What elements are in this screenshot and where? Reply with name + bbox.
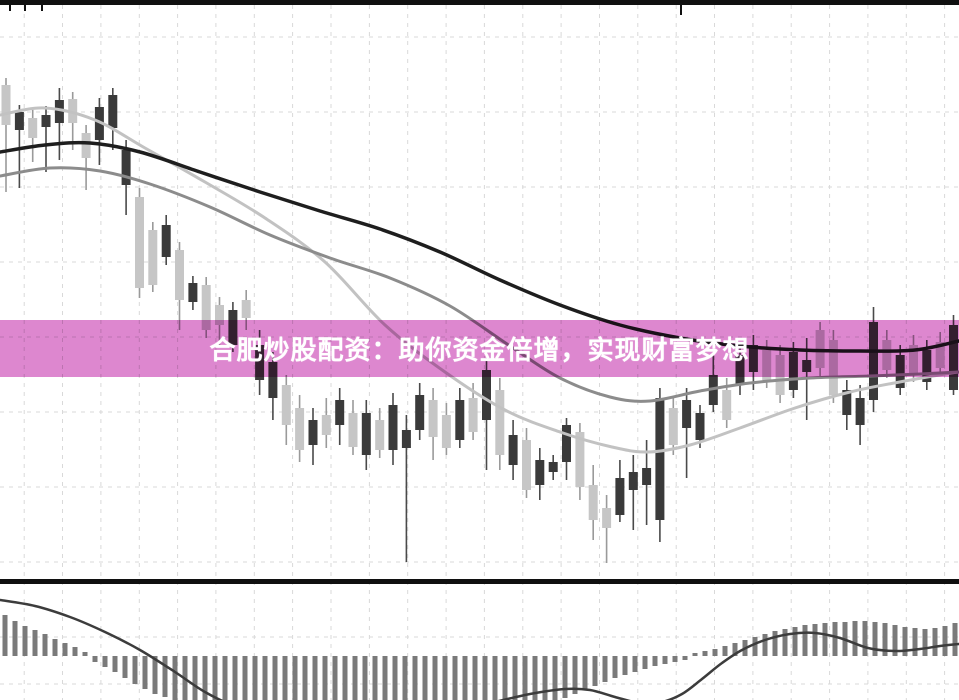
promo-banner bbox=[0, 320, 959, 377]
macd-signal-line bbox=[0, 598, 959, 700]
panel-separator bbox=[0, 579, 959, 584]
fast-ma-line bbox=[0, 106, 959, 454]
macd-histogram bbox=[2, 615, 958, 700]
top-axis bbox=[0, 0, 959, 15]
